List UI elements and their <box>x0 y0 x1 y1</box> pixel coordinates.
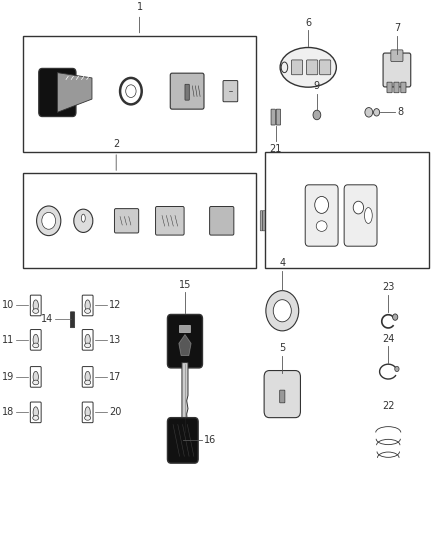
Text: 2: 2 <box>113 139 119 149</box>
Ellipse shape <box>33 334 39 345</box>
FancyBboxPatch shape <box>30 402 41 423</box>
Ellipse shape <box>33 407 39 418</box>
Text: 4: 4 <box>279 259 285 269</box>
FancyBboxPatch shape <box>391 50 403 61</box>
FancyBboxPatch shape <box>271 109 276 125</box>
FancyBboxPatch shape <box>82 367 93 387</box>
FancyBboxPatch shape <box>401 82 406 93</box>
Circle shape <box>374 109 380 116</box>
FancyBboxPatch shape <box>39 68 76 117</box>
Polygon shape <box>179 334 191 356</box>
FancyBboxPatch shape <box>167 418 198 463</box>
Ellipse shape <box>33 300 39 311</box>
FancyBboxPatch shape <box>383 53 411 87</box>
Text: 1: 1 <box>137 2 143 12</box>
Ellipse shape <box>280 47 336 87</box>
FancyBboxPatch shape <box>280 390 285 403</box>
Ellipse shape <box>81 214 85 222</box>
Ellipse shape <box>33 416 39 420</box>
Bar <box>23 173 256 269</box>
Ellipse shape <box>85 300 90 311</box>
Text: 17: 17 <box>109 372 122 382</box>
Text: 11: 11 <box>2 335 14 345</box>
FancyBboxPatch shape <box>82 329 93 350</box>
Ellipse shape <box>33 343 39 348</box>
Ellipse shape <box>33 372 39 383</box>
Polygon shape <box>57 72 92 112</box>
FancyBboxPatch shape <box>155 206 184 235</box>
FancyBboxPatch shape <box>291 60 303 75</box>
Ellipse shape <box>33 309 39 313</box>
FancyBboxPatch shape <box>82 402 93 423</box>
Text: 15: 15 <box>179 280 191 289</box>
Circle shape <box>313 110 321 120</box>
FancyBboxPatch shape <box>264 370 300 418</box>
FancyBboxPatch shape <box>114 208 139 233</box>
Ellipse shape <box>85 372 90 383</box>
Text: 9: 9 <box>314 81 320 91</box>
FancyBboxPatch shape <box>30 367 41 387</box>
Ellipse shape <box>85 309 91 313</box>
Text: 5: 5 <box>279 343 286 353</box>
FancyBboxPatch shape <box>387 82 392 93</box>
FancyBboxPatch shape <box>179 325 191 333</box>
Circle shape <box>126 85 136 98</box>
FancyBboxPatch shape <box>30 295 41 316</box>
Text: 14: 14 <box>41 314 53 324</box>
FancyBboxPatch shape <box>260 211 263 231</box>
FancyBboxPatch shape <box>265 211 268 231</box>
FancyBboxPatch shape <box>268 211 271 231</box>
Ellipse shape <box>85 407 90 418</box>
Ellipse shape <box>316 221 327 231</box>
Text: 24: 24 <box>382 334 395 344</box>
Bar <box>265 152 429 269</box>
Circle shape <box>273 300 291 322</box>
Bar <box>23 36 256 152</box>
Text: 21: 21 <box>270 144 282 154</box>
FancyBboxPatch shape <box>210 206 234 235</box>
Ellipse shape <box>85 334 90 345</box>
Text: 16: 16 <box>205 435 217 446</box>
Ellipse shape <box>85 380 91 385</box>
FancyBboxPatch shape <box>394 82 399 93</box>
Circle shape <box>37 206 61 236</box>
FancyBboxPatch shape <box>319 60 331 75</box>
Text: 20: 20 <box>109 407 122 417</box>
FancyBboxPatch shape <box>276 109 281 125</box>
Ellipse shape <box>33 380 39 385</box>
FancyBboxPatch shape <box>30 329 41 350</box>
Circle shape <box>392 314 398 320</box>
Circle shape <box>74 209 93 232</box>
Circle shape <box>315 197 328 213</box>
FancyBboxPatch shape <box>167 314 202 368</box>
Circle shape <box>353 201 364 214</box>
Ellipse shape <box>364 207 372 223</box>
Text: 6: 6 <box>305 18 311 28</box>
Circle shape <box>365 108 373 117</box>
FancyBboxPatch shape <box>307 60 318 75</box>
Text: 13: 13 <box>109 335 121 345</box>
Circle shape <box>42 212 56 229</box>
Polygon shape <box>182 362 188 432</box>
Text: 22: 22 <box>382 401 395 411</box>
Text: 23: 23 <box>382 282 395 292</box>
Text: 7: 7 <box>394 23 400 33</box>
FancyBboxPatch shape <box>223 80 238 102</box>
Text: 12: 12 <box>109 301 122 310</box>
FancyBboxPatch shape <box>71 312 74 328</box>
FancyBboxPatch shape <box>82 295 93 316</box>
FancyBboxPatch shape <box>344 185 377 246</box>
Circle shape <box>395 366 399 372</box>
Text: 18: 18 <box>2 407 14 417</box>
Circle shape <box>266 290 299 331</box>
Ellipse shape <box>85 416 91 420</box>
FancyBboxPatch shape <box>170 73 204 109</box>
FancyBboxPatch shape <box>185 84 189 100</box>
FancyBboxPatch shape <box>305 185 338 246</box>
Text: 8: 8 <box>397 107 403 117</box>
Text: 19: 19 <box>2 372 14 382</box>
Ellipse shape <box>85 343 91 348</box>
FancyBboxPatch shape <box>263 211 265 231</box>
Text: 10: 10 <box>2 301 14 310</box>
